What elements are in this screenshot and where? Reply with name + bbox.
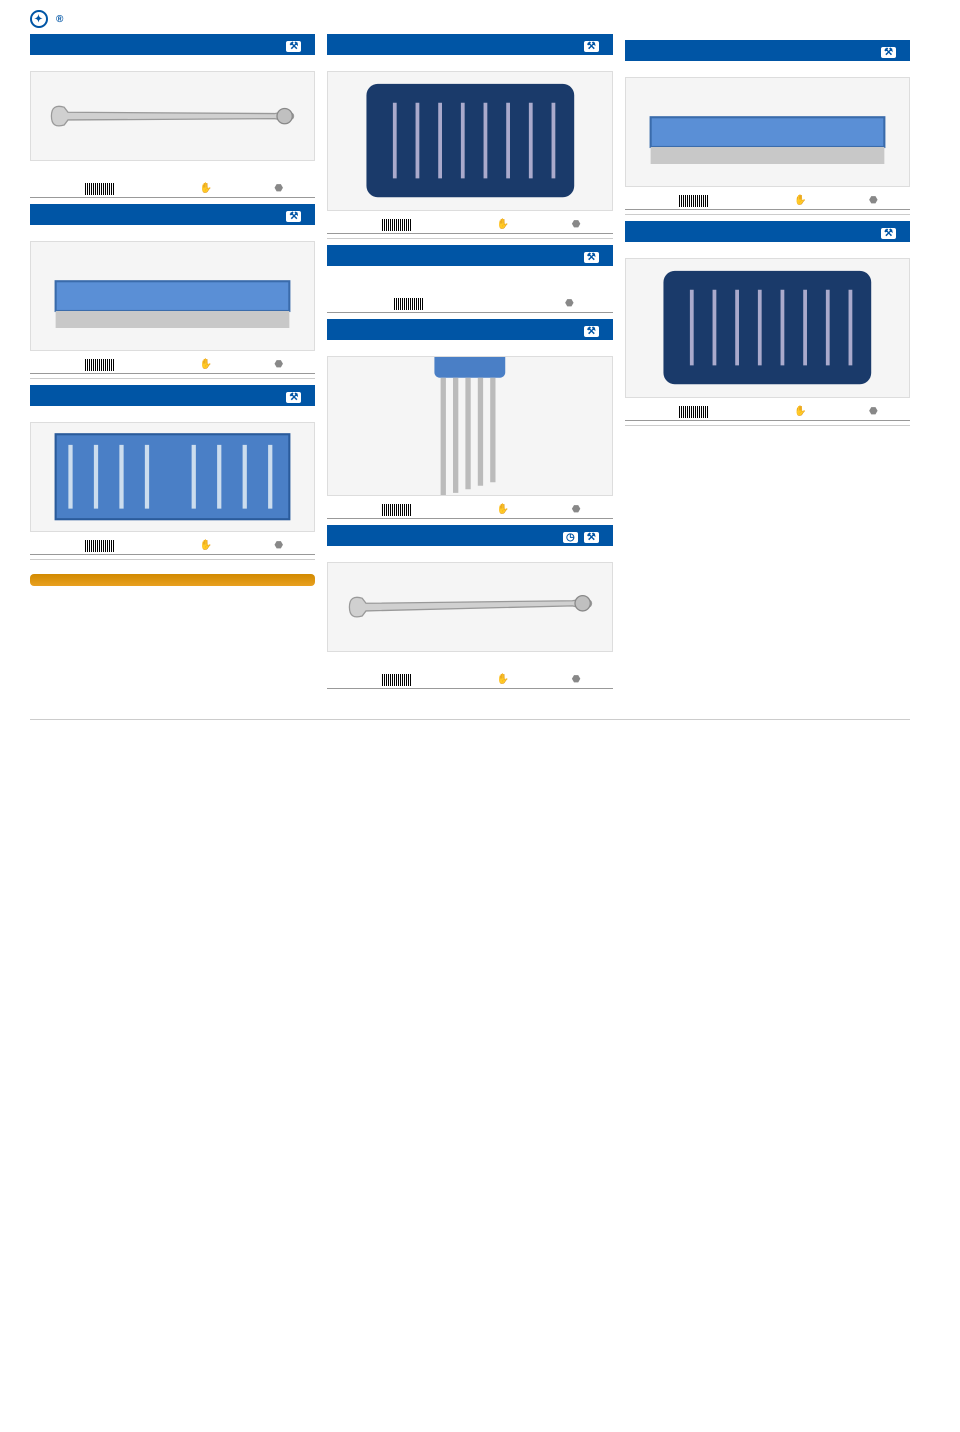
column-3: ⚒ ⚒	[625, 34, 910, 689]
nut-icon	[273, 183, 285, 195]
sec-129CB-header: ⚒	[30, 204, 315, 225]
sec-sub	[327, 272, 612, 276]
tool-icon: ⚒	[584, 326, 599, 337]
table-129CB	[30, 357, 315, 379]
sec-sub	[327, 346, 612, 350]
column-1: ⚒ ⚒	[30, 34, 315, 689]
table-130CT	[625, 404, 910, 426]
product-img-130	[327, 562, 612, 652]
clock-icon: ◷	[563, 532, 578, 543]
bullets-129	[30, 167, 315, 175]
product-img-129CB	[30, 241, 315, 351]
brand-logo: ✦ ®	[30, 10, 910, 28]
hand-icon	[200, 183, 212, 195]
product-img-130CT	[625, 258, 910, 398]
table-129PH	[327, 502, 612, 519]
note	[30, 555, 315, 560]
product-img-129	[30, 71, 315, 161]
sec-sub	[625, 248, 910, 252]
tool-icon: ⚒	[584, 41, 599, 52]
table-130-head	[327, 672, 612, 689]
sec-130CB-header: ⚒	[625, 40, 910, 61]
sec-129CS-header: ⚒	[30, 385, 315, 406]
sec-130-header: ◷⚒	[327, 525, 612, 546]
sec-CT129-header: ⚒	[327, 245, 612, 266]
note	[327, 234, 612, 239]
table-129CS	[30, 538, 315, 560]
product-img-129CT	[327, 71, 612, 211]
tool-icon: ⚒	[286, 392, 301, 403]
bullets-130	[327, 658, 612, 666]
tool-icon: ⚒	[584, 252, 599, 263]
sec-129-header: ⚒	[30, 34, 315, 55]
note	[625, 421, 910, 426]
table-129CT	[327, 217, 612, 239]
sec-sub	[30, 231, 315, 235]
tool-icon: ⚒	[286, 211, 301, 222]
tool-icon: ⚒	[584, 532, 599, 543]
sec-129-sub	[30, 61, 315, 65]
tool-icon: ⚒	[881, 47, 896, 58]
note	[30, 374, 315, 379]
tool-icon: ⚒	[881, 228, 896, 239]
note	[625, 210, 910, 215]
sec-sub	[327, 61, 612, 65]
ibex-logo	[30, 574, 315, 586]
sec-130CT-header: ⚒	[625, 221, 910, 242]
sec-sub	[625, 67, 910, 71]
logo-icon: ✦	[30, 10, 48, 28]
sec-129PH-header: ⚒	[327, 319, 612, 340]
tool-icon: ⚒	[286, 41, 301, 52]
product-img-129CS	[30, 422, 315, 532]
bullets-CT129	[327, 282, 612, 290]
product-img-129PH	[327, 356, 612, 496]
bottom-features	[30, 719, 910, 730]
product-img-130CB	[625, 77, 910, 187]
column-2: ⚒ ⚒ ⚒	[327, 34, 612, 689]
table-CT129	[327, 296, 612, 313]
sec-sub	[30, 412, 315, 416]
barcode-icon	[85, 183, 115, 195]
catalog-page: ✦ ® ⚒ ⚒	[0, 0, 960, 1432]
table-129	[30, 181, 315, 198]
sec-129CT-header: ⚒	[327, 34, 612, 55]
sec-sub	[327, 552, 612, 556]
table-130CB	[625, 193, 910, 215]
